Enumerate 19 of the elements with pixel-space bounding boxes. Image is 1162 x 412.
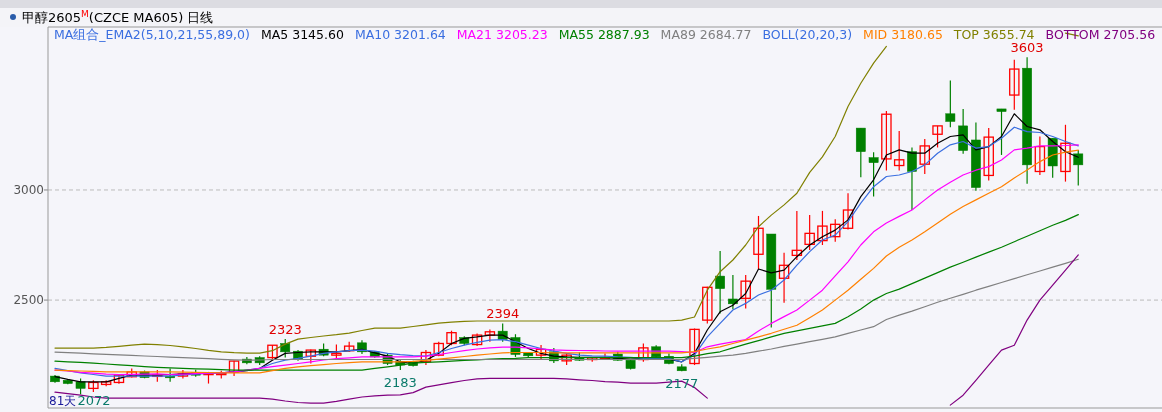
annotation: 2183	[383, 374, 417, 390]
text: MA89 2684.77	[660, 27, 752, 42]
annotation: 2323	[268, 322, 302, 338]
text: MA10 3201.64	[354, 27, 446, 42]
text: MA55 2887.93	[558, 27, 650, 42]
annotation: 3603	[1010, 40, 1044, 56]
text: MA5 3145.60	[260, 27, 344, 42]
text: MA21 3205.23	[456, 27, 548, 42]
annotation: 2072	[77, 393, 111, 408]
text: BOTTOM 2705.56	[1045, 27, 1156, 42]
text: MID 3180.65	[863, 27, 943, 42]
y-tick-label: 3000	[13, 182, 44, 197]
text: TOP 3655.74	[952, 27, 1035, 42]
chart-title: 甲醇2605$^{M}$(CZCE MA605) 日线	[22, 9, 214, 25]
legend-title: MA组合_EMA2(5,10,21,55,89,0)	[54, 27, 250, 42]
y-tick-label: 2500	[13, 293, 44, 308]
annotation: 81天	[49, 394, 77, 408]
annotation: BOLL(20,20,3)	[762, 27, 853, 42]
annotation: 2394	[486, 306, 520, 322]
